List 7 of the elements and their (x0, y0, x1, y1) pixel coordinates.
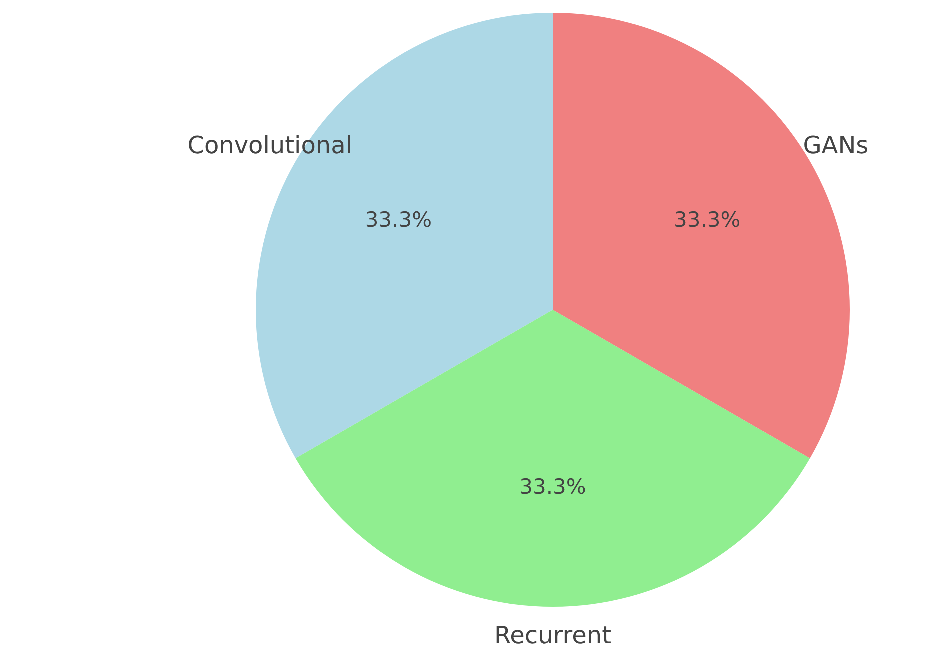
pie-slice (296, 310, 810, 606)
slice-label: Convolutional (188, 132, 352, 160)
slice-label: Recurrent (494, 622, 612, 650)
data-label: 33.3% (365, 208, 432, 232)
data-label: 33.3% (520, 475, 586, 500)
slice-label: GANs (803, 132, 869, 160)
data-label: 33.3% (674, 208, 741, 232)
